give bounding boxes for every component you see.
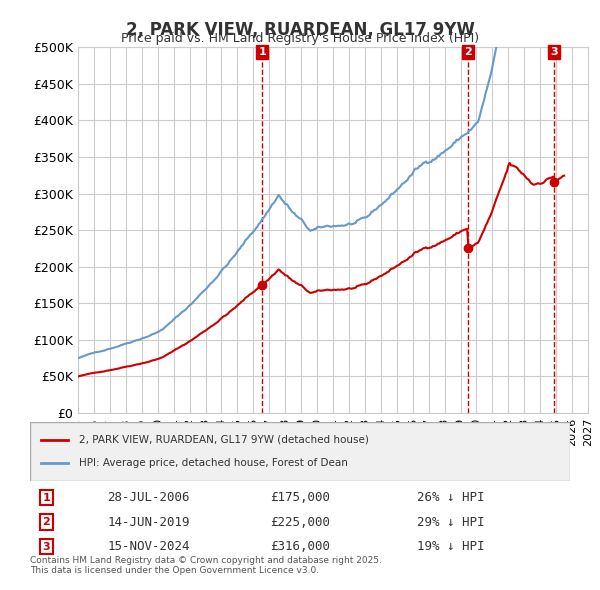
Text: Contains HM Land Registry data © Crown copyright and database right 2025.
This d: Contains HM Land Registry data © Crown c… xyxy=(30,556,382,575)
Text: 2, PARK VIEW, RUARDEAN, GL17 9YW (detached house): 2, PARK VIEW, RUARDEAN, GL17 9YW (detach… xyxy=(79,435,368,444)
Text: 29% ↓ HPI: 29% ↓ HPI xyxy=(418,516,485,529)
Text: 1: 1 xyxy=(259,47,266,57)
Text: HPI: Average price, detached house, Forest of Dean: HPI: Average price, detached house, Fore… xyxy=(79,458,347,468)
Text: 19% ↓ HPI: 19% ↓ HPI xyxy=(418,540,485,553)
Text: £316,000: £316,000 xyxy=(270,540,330,553)
Text: 14-JUN-2019: 14-JUN-2019 xyxy=(107,516,190,529)
Text: Price paid vs. HM Land Registry's House Price Index (HPI): Price paid vs. HM Land Registry's House … xyxy=(121,32,479,45)
Text: 2: 2 xyxy=(43,517,50,527)
Text: 26% ↓ HPI: 26% ↓ HPI xyxy=(418,491,485,504)
Text: 2, PARK VIEW, RUARDEAN, GL17 9YW: 2, PARK VIEW, RUARDEAN, GL17 9YW xyxy=(125,21,475,39)
Text: £175,000: £175,000 xyxy=(270,491,330,504)
Text: 3: 3 xyxy=(43,542,50,552)
Text: 2: 2 xyxy=(464,47,472,57)
Text: 28-JUL-2006: 28-JUL-2006 xyxy=(107,491,190,504)
Text: £225,000: £225,000 xyxy=(270,516,330,529)
FancyBboxPatch shape xyxy=(30,422,570,481)
Text: 15-NOV-2024: 15-NOV-2024 xyxy=(107,540,190,553)
Text: 1: 1 xyxy=(43,493,50,503)
Text: 3: 3 xyxy=(550,47,558,57)
